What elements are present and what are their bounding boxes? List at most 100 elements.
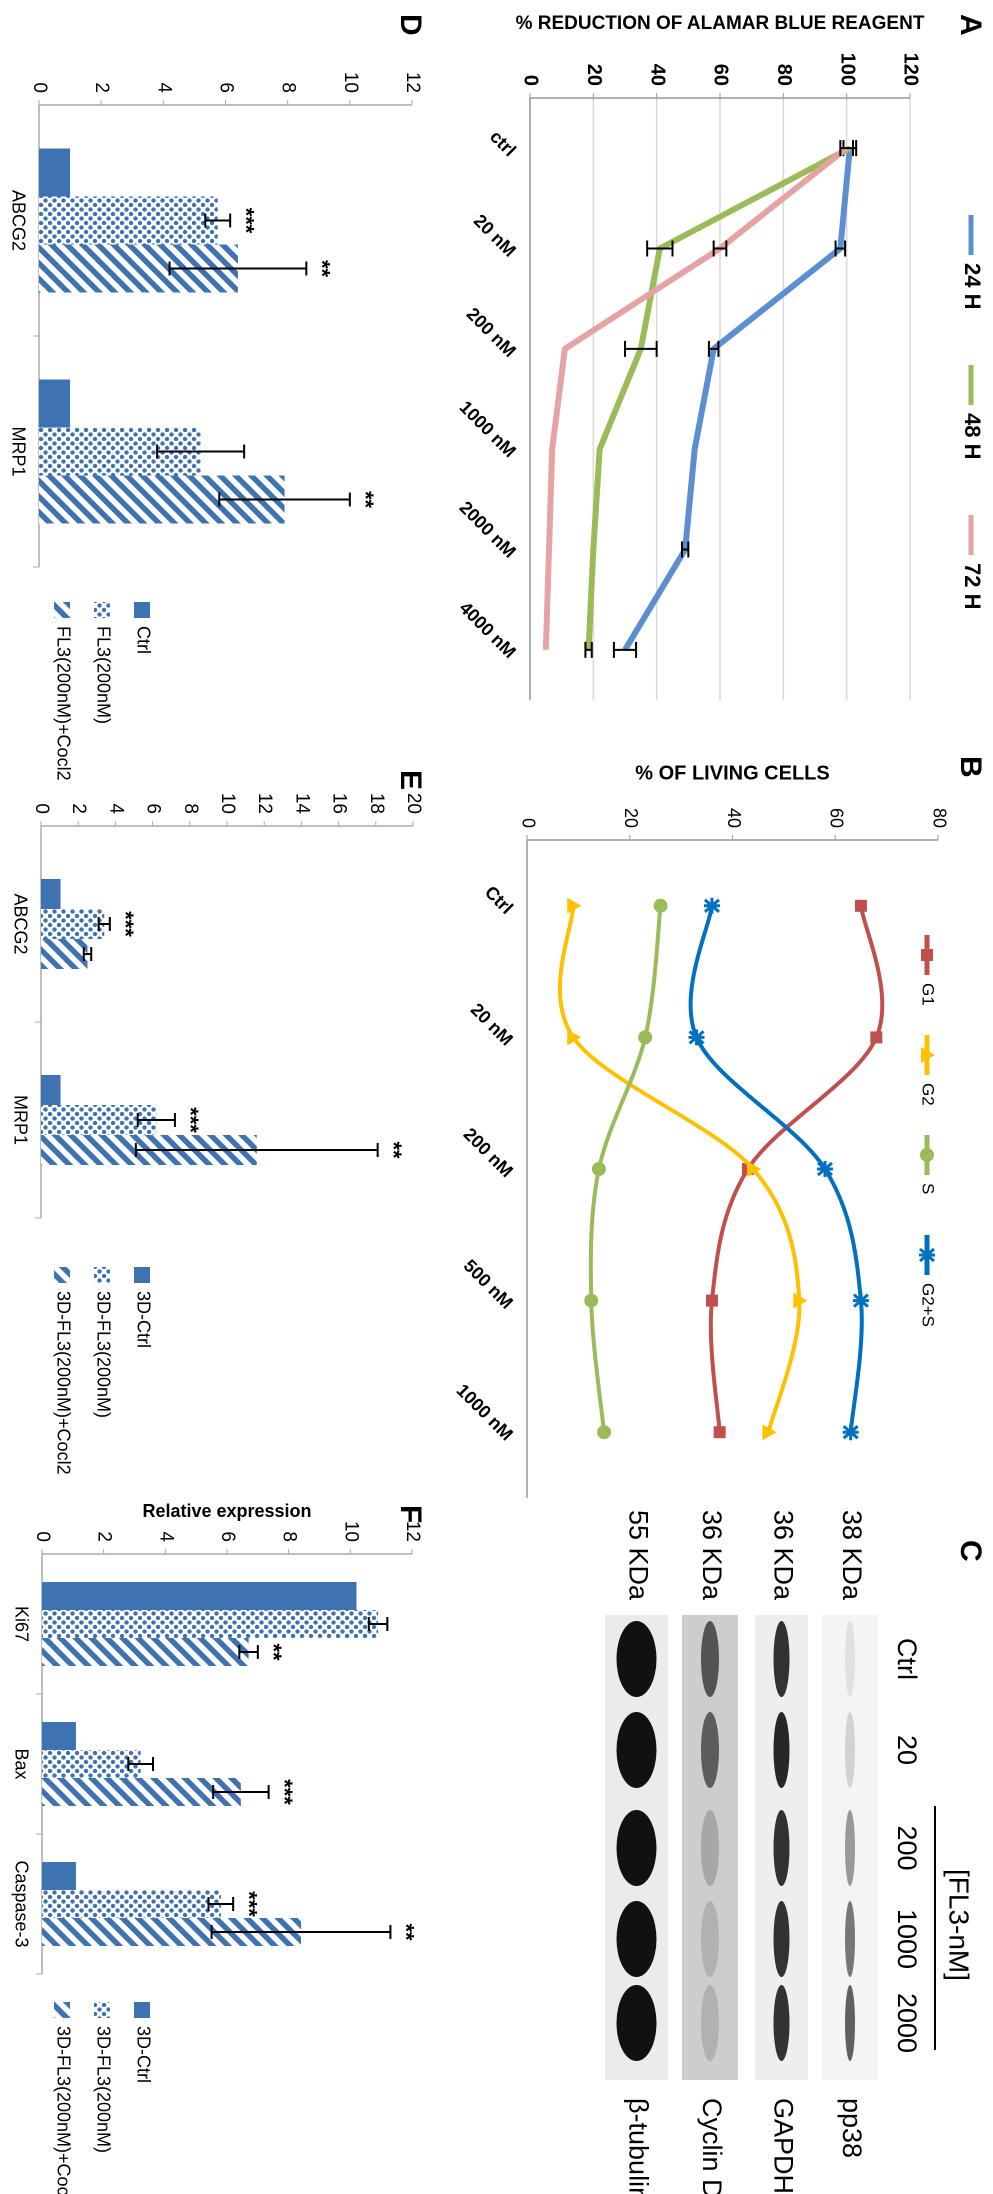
panel-letter: C [954,1540,987,1562]
legend-swatch [134,1267,150,1283]
error-bar [136,1113,176,1127]
panel-letter: D [394,14,427,36]
bar [41,1890,221,1918]
legend-label: 3D-Ctrl [133,1291,153,1348]
blot-band [845,1621,855,1697]
marker [762,1424,777,1441]
marker [567,1029,582,1046]
marker [921,949,933,961]
y-tick-label: 10 [340,1521,361,1542]
y-tick-label: 0 [31,803,52,814]
marker [567,897,582,914]
error-bar [218,492,351,507]
blot-band [845,1810,855,1886]
legend-label: S [919,1183,938,1194]
bar [41,1638,249,1666]
marker [747,1161,762,1177]
y-tick-label: 8 [278,82,299,93]
blot-header: [FL3-nM] [944,1869,975,1981]
panel-letter: B [954,756,987,778]
x-tick-label: 20 nM [467,999,517,1049]
bar [42,1918,301,1946]
blot-band [616,1621,657,1697]
blot-band [773,1621,790,1697]
error-bar [207,1897,235,1911]
legend-label: FL3(200nM)+Cocl2 [53,626,73,781]
legend-label: 72 H [960,563,985,609]
lane-label: 200 [892,1825,922,1870]
bar [41,1075,61,1105]
blot-band [701,1712,719,1788]
blot-strip [682,1615,738,2080]
marker [713,1426,726,1439]
legend-swatch [134,2002,150,2018]
marker [653,898,668,913]
significance-label: *** [272,1779,297,1805]
error-bar [82,947,93,961]
y-tick-label: 20 [621,808,641,828]
legend-swatch [94,2002,110,2018]
bar [41,879,61,909]
panel-letter: A [954,14,987,36]
x-tick-label: 1000 nM [456,397,520,461]
error-bar [612,641,638,658]
bar [39,475,285,524]
y-tick-label: 60 [827,808,847,828]
lane-label: 2000 [892,1993,922,2053]
bar [42,1778,241,1806]
error-bar [204,213,232,228]
x-tick-label: Caspase-3 [11,1860,31,1947]
y-tick-label: 10 [217,793,238,814]
lane-label: Ctrl [892,1638,922,1680]
x-tick-label: MRP1 [10,1095,30,1145]
x-tick-label: ABCG2 [10,893,30,954]
y-tick-label: 20 [583,64,605,86]
bar [41,1610,379,1638]
y-tick-label: 20 [403,793,424,814]
y-tick-label: 2 [91,82,112,93]
significance-label: ** [310,260,335,278]
blot-band [701,1901,719,1977]
x-tick-label: Bax [11,1748,31,1779]
x-tick-label: 200 nM [463,304,520,361]
y-axis-title: % REDUCTION OF ALAMAR BLUE REAGENT [516,13,925,34]
legend-label: 3D-Ctrl [133,2026,153,2083]
y-tick-label: 8 [279,1531,300,1542]
marker [703,897,720,914]
bar [39,244,238,293]
x-tick-label: 4000 nM [456,598,520,662]
error-bar [97,917,111,931]
y-tick-label: 80 [929,808,949,828]
error-bar [238,1645,259,1659]
legend-swatch [94,1267,110,1283]
y-tick-label: 0 [29,82,50,93]
y-tick-label: 8 [180,803,201,814]
marker [919,1247,935,1263]
error-bar [839,140,854,157]
marker [920,1148,934,1162]
legend-label: G2+S [919,1283,938,1327]
bar [38,148,71,197]
x-tick-label: ABCG2 [8,190,28,251]
marker [584,1293,599,1308]
blot-band [701,1985,719,2061]
y-tick-label: 0 [518,818,538,828]
y-tick-label: 4 [105,803,126,814]
y-tick-label: 6 [215,82,236,93]
marker [854,899,867,912]
y-tick-label: 4 [153,82,174,93]
blot-band [616,1810,657,1886]
y-tick-label: 16 [329,793,350,814]
legend-label: 3D-FL3(200nM) [93,1291,113,1418]
x-tick-label: 2000 nM [456,497,520,561]
series-line [688,905,864,1433]
y-tick-label: 40 [724,808,744,828]
y-tick-label: 120 [900,53,922,86]
marker [852,1292,869,1309]
error-bar [210,1925,392,1939]
blot-size-label: 55 KDa [623,1510,653,1601]
bar [38,379,71,428]
legend-label: G2 [919,1083,938,1106]
bar [42,1750,141,1778]
